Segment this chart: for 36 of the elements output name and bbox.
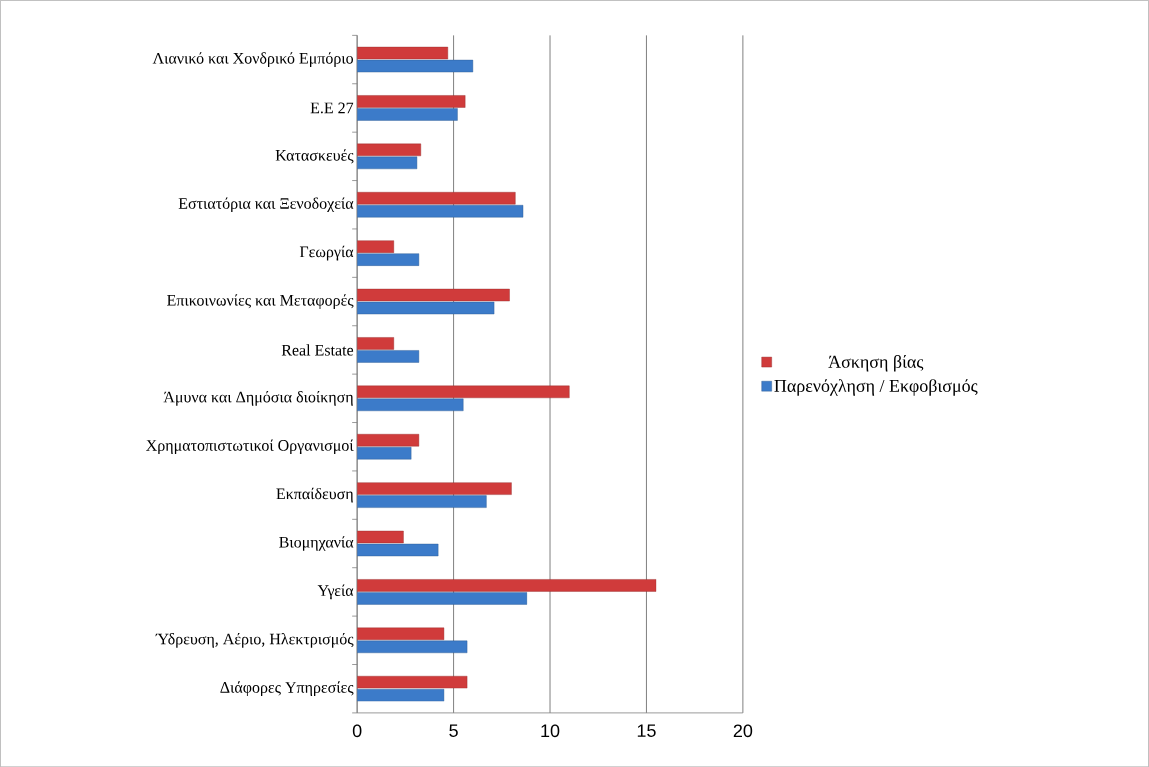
bar — [357, 482, 512, 495]
bar — [357, 640, 468, 653]
x-tick-label: 5 — [449, 724, 458, 737]
y-tick-label: Ε.Ε 27 — [310, 102, 354, 114]
x-tick-label: 0 — [352, 724, 362, 738]
x-tick-label: 10 — [541, 724, 560, 738]
y-tick-label: Επικοινωνίες και Μεταφορές — [167, 294, 354, 309]
bar — [357, 592, 528, 605]
y-tick-label: Real Estate — [281, 344, 354, 356]
y-tick-label: Βιομηχανία — [279, 536, 354, 551]
legend-label: Παρενόχληση / Εκφοβισμός — [774, 379, 978, 396]
bar — [357, 385, 570, 398]
y-tick-label: Χρηματοπιστωτικοί Οργανισμοί — [146, 439, 354, 454]
bar — [357, 398, 464, 411]
bar — [357, 688, 445, 702]
y-tick-label: Εκπαίδευση — [276, 487, 353, 503]
bar — [357, 495, 487, 508]
x-tick-label: 20 — [733, 724, 753, 738]
bar — [357, 627, 445, 640]
y-tick-label: Εστιατόρια και Ξενοδοχεία — [178, 197, 354, 212]
y-tick-label: Υγεία — [317, 584, 354, 600]
bar — [357, 108, 458, 121]
bar — [357, 204, 524, 218]
x-tick-label: 15 — [637, 724, 656, 737]
y-tick-label: Κατασκευές — [275, 149, 354, 164]
bar — [357, 446, 412, 460]
y-tick-label: Άμυνα και Δημόσια διοίκηση — [163, 390, 353, 406]
bar — [357, 675, 468, 689]
y-tick-label: Διάφορες Υπηρεσίες — [220, 681, 354, 696]
y-tick-label: Λιανικό και Χονδρικό Εμπόριο — [152, 52, 354, 67]
bar — [357, 95, 466, 108]
bar — [357, 579, 657, 592]
text: Άσκηση βίας — [828, 354, 924, 372]
bar — [357, 191, 516, 205]
y-tick-label: Γεωργία — [299, 245, 354, 261]
y-tick-label: Ύδρευση, Αέριο, Ηλεκτρισμός — [155, 632, 354, 648]
